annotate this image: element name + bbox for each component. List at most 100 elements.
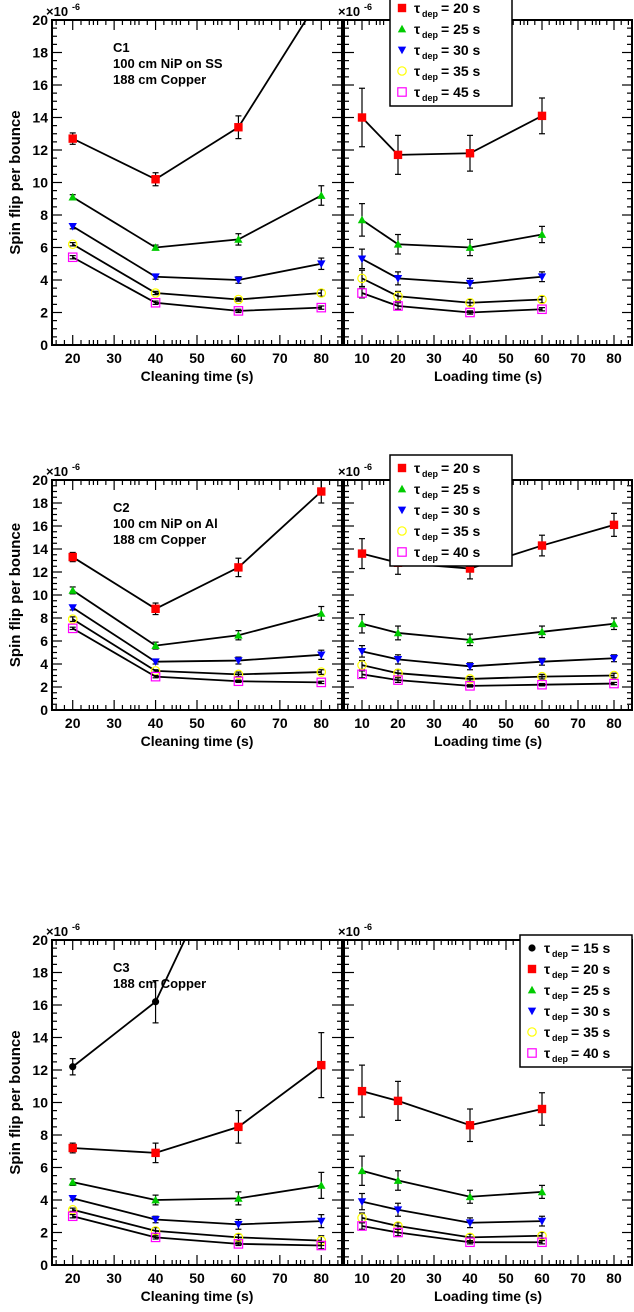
x-tick-label: 50	[498, 715, 514, 731]
data-point-tau-20	[234, 123, 243, 132]
data-point-tau-30	[68, 604, 77, 612]
data-point-tau-45	[393, 301, 403, 311]
x-tick-label: 30	[426, 715, 442, 731]
data-point-tau-25	[465, 1192, 475, 1201]
data-point-tau-25	[537, 1187, 547, 1196]
x-tick-label: 80	[606, 715, 622, 731]
legend-tau-symbol: τ	[544, 1024, 551, 1040]
data-point-tau-40	[67, 623, 78, 634]
legend-C1: τ dep = 20 sτ dep = 25 sτ dep = 30 sτ dep = 35 s…	[389, 0, 513, 107]
x-tick-label: 50	[189, 715, 205, 731]
data-point-tau-45	[357, 288, 367, 298]
data-point-tau-25	[609, 619, 619, 628]
data-point-tau-35	[357, 660, 367, 670]
y-tick-label: 8	[40, 1127, 48, 1143]
x-tick-label: 10	[354, 350, 370, 366]
data-point-tau-40	[393, 675, 403, 685]
series-line-tau-40	[72, 1215, 322, 1247]
data-point-tau-20	[357, 113, 367, 122]
data-point-tau-30	[151, 273, 160, 281]
x-tick-label: 50	[189, 350, 205, 366]
legend-tau-symbol: τ	[414, 502, 421, 518]
y-tick-label: 6	[40, 633, 48, 649]
plot-frame	[51, 479, 343, 711]
x-tick-label: 60	[534, 715, 550, 731]
legend-label: = 20 s	[441, 0, 481, 16]
x-tick-label: 40	[148, 350, 164, 366]
legend-tau-sub: dep	[422, 532, 439, 542]
data-point-tau-35	[233, 294, 244, 305]
series-line-tau-40	[361, 1225, 542, 1244]
data-point-tau-40	[465, 681, 475, 691]
data-point-tau-30	[465, 279, 475, 288]
data-point-tau-30	[317, 1217, 326, 1226]
series-group	[357, 87, 547, 318]
legend-label: = 40 s	[441, 544, 481, 560]
x-tick-label: 20	[65, 1270, 81, 1286]
series-line-tau-20	[72, 490, 322, 610]
data-point-tau-30	[357, 1198, 367, 1206]
series-line-tau-20	[72, 1064, 322, 1154]
data-point-tau-25	[317, 609, 326, 617]
y-tick-label: 6	[40, 240, 48, 256]
legend-tau-symbol: τ	[414, 63, 421, 79]
x-tick-label: 70	[570, 350, 586, 366]
legend-label: = 25 s	[441, 21, 481, 37]
y-tick-label: 2	[40, 679, 48, 695]
legend-tau-sub: dep	[422, 93, 439, 103]
y-tick-label: 16	[32, 77, 48, 93]
series-line-tau-20	[361, 115, 543, 156]
data-point-tau-30	[68, 1195, 77, 1203]
data-point-tau-20	[465, 1121, 475, 1130]
data-point-tau-40	[233, 676, 244, 687]
data-point-tau-20	[357, 1086, 367, 1096]
data-point-tau-40	[357, 669, 367, 680]
legend-label: = 30 s	[441, 502, 481, 518]
legend-tau-sub: dep	[422, 553, 439, 563]
y-tick-label: 20	[32, 932, 48, 948]
data-point-tau-35	[150, 1226, 161, 1236]
legend-tau-symbol: τ	[414, 21, 421, 37]
legend-tau-symbol: τ	[414, 544, 421, 560]
y-tick-label: 8	[40, 610, 48, 626]
x-tick-label: 40	[148, 715, 164, 731]
data-point-tau-20	[537, 541, 547, 550]
series-group	[67, 480, 327, 688]
legend-tau-sub: dep	[552, 970, 569, 980]
x-axis-label: Cleaning time (s)	[141, 1288, 254, 1304]
x-axis-label: Cleaning time (s)	[141, 368, 254, 384]
series-group	[357, 1064, 547, 1248]
legend-tau-symbol: τ	[414, 481, 421, 497]
x-tick-label: 20	[65, 350, 81, 366]
legend-marker-tau-40	[527, 1048, 537, 1058]
legend-label: = 45 s	[441, 84, 481, 100]
data-point-tau-35	[67, 239, 78, 250]
legend-box	[519, 934, 633, 1068]
y-tick-label: 18	[32, 495, 48, 511]
legend-marker-tau-45	[397, 87, 407, 97]
data-point-tau-35	[316, 288, 327, 298]
y-tick-label: 8	[40, 207, 48, 223]
data-point-tau-30	[537, 273, 547, 281]
data-point-tau-30	[393, 656, 403, 664]
data-point-tau-40	[537, 1237, 547, 1248]
legend-tau-symbol: τ	[544, 982, 551, 998]
series-line-tau-40	[72, 627, 322, 684]
x-tick-label: 30	[106, 1270, 122, 1286]
legend-label: = 30 s	[441, 42, 481, 58]
data-point-tau-20	[537, 1104, 547, 1114]
legend-label: = 35 s	[441, 523, 481, 539]
series-line-tau-25	[72, 589, 322, 647]
data-point-tau-25	[151, 1195, 160, 1204]
legend-label: = 35 s	[441, 63, 481, 79]
legend-tau-symbol: τ	[414, 84, 421, 100]
series-line-tau-30	[361, 258, 543, 285]
legend-tau-sub: dep	[552, 949, 569, 959]
y-exponent-sup: -6	[364, 922, 372, 932]
data-point-tau-35	[233, 669, 244, 680]
data-point-tau-45	[150, 297, 161, 308]
y-tick-label: 18	[32, 965, 48, 981]
